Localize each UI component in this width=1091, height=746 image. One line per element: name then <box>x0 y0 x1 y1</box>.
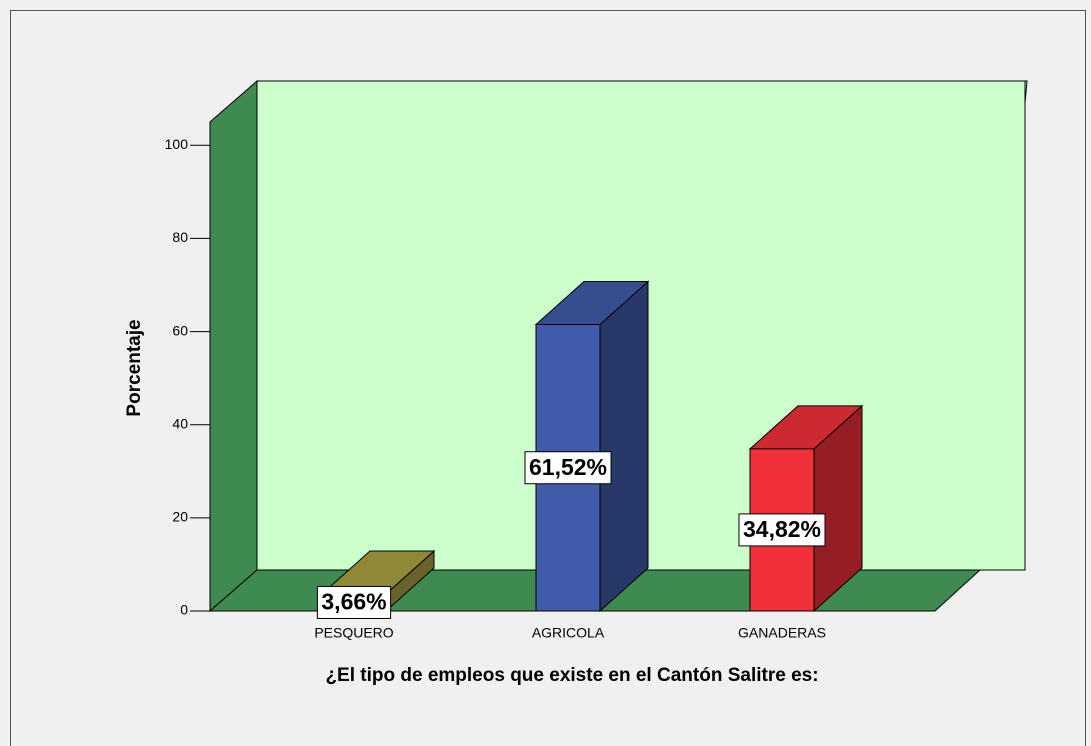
data-label: 61,52% <box>529 454 607 480</box>
x-axis-title: ¿El tipo de empleos que existe en el Can… <box>325 665 818 686</box>
data-label-box <box>738 513 826 547</box>
y-tick-label: 80 <box>172 229 188 245</box>
data-label: 3,66% <box>321 589 386 615</box>
y-axis-title: Porcentaje <box>124 319 145 416</box>
data-label: 34,82% <box>743 516 821 542</box>
x-tick-label: GANADERAS <box>738 625 826 641</box>
x-tick-label: PESQUERO <box>314 625 393 641</box>
data-label-box <box>316 585 392 619</box>
x-tick-label: AGRICOLA <box>532 625 605 641</box>
y-tick-label: 40 <box>172 415 188 431</box>
y-tick-label: 100 <box>165 136 189 152</box>
side-wall <box>209 79 258 613</box>
y-tick-label: 60 <box>172 322 188 338</box>
data-label-box <box>524 451 612 485</box>
plot-area: 0 20 40 60 80 100 PESQUERO AGRICOLA GANADERAS 3,6… <box>165 79 1028 641</box>
bar-side <box>599 280 649 613</box>
y-tick-label: 20 <box>172 509 188 525</box>
y-tick-label: 0 <box>180 602 188 618</box>
